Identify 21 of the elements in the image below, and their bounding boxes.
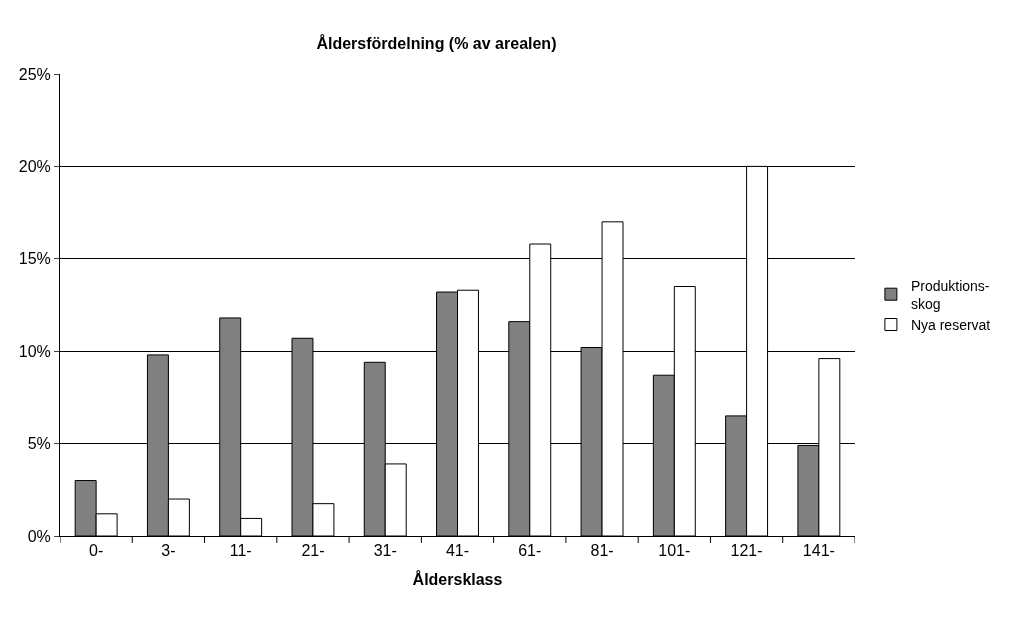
- y-tick-label: 0%: [27, 527, 51, 545]
- x-tick-label: 141-: [802, 542, 835, 560]
- x-tick-label: 81-: [590, 542, 614, 560]
- x-tick-label: 0-: [89, 542, 104, 560]
- legend-label: Nya reservat: [910, 316, 991, 333]
- x-tick-label: 3-: [161, 542, 176, 560]
- x-tick-label: 101-: [658, 542, 691, 560]
- legend-label: Produktions- skog: [910, 277, 990, 312]
- y-tick-label: 10%: [18, 342, 51, 360]
- x-axis-title: Åldersklass: [412, 569, 503, 588]
- x-tick-label: 121-: [730, 542, 763, 560]
- x-tick-label: 61-: [518, 542, 542, 560]
- x-tick-label: 41-: [445, 542, 470, 560]
- x-tick-label: 21-: [301, 542, 325, 560]
- y-tick-label: 25%: [18, 65, 51, 83]
- y-tick-label: 5%: [27, 435, 51, 453]
- y-tick-label: 20%: [18, 158, 51, 175]
- x-tick-label: 11-: [229, 542, 252, 560]
- x-tick-label: 31-: [373, 542, 397, 560]
- chart-title: Åldersfördelning (% av arealen): [316, 33, 557, 52]
- y-tick-label: 15%: [18, 250, 51, 268]
